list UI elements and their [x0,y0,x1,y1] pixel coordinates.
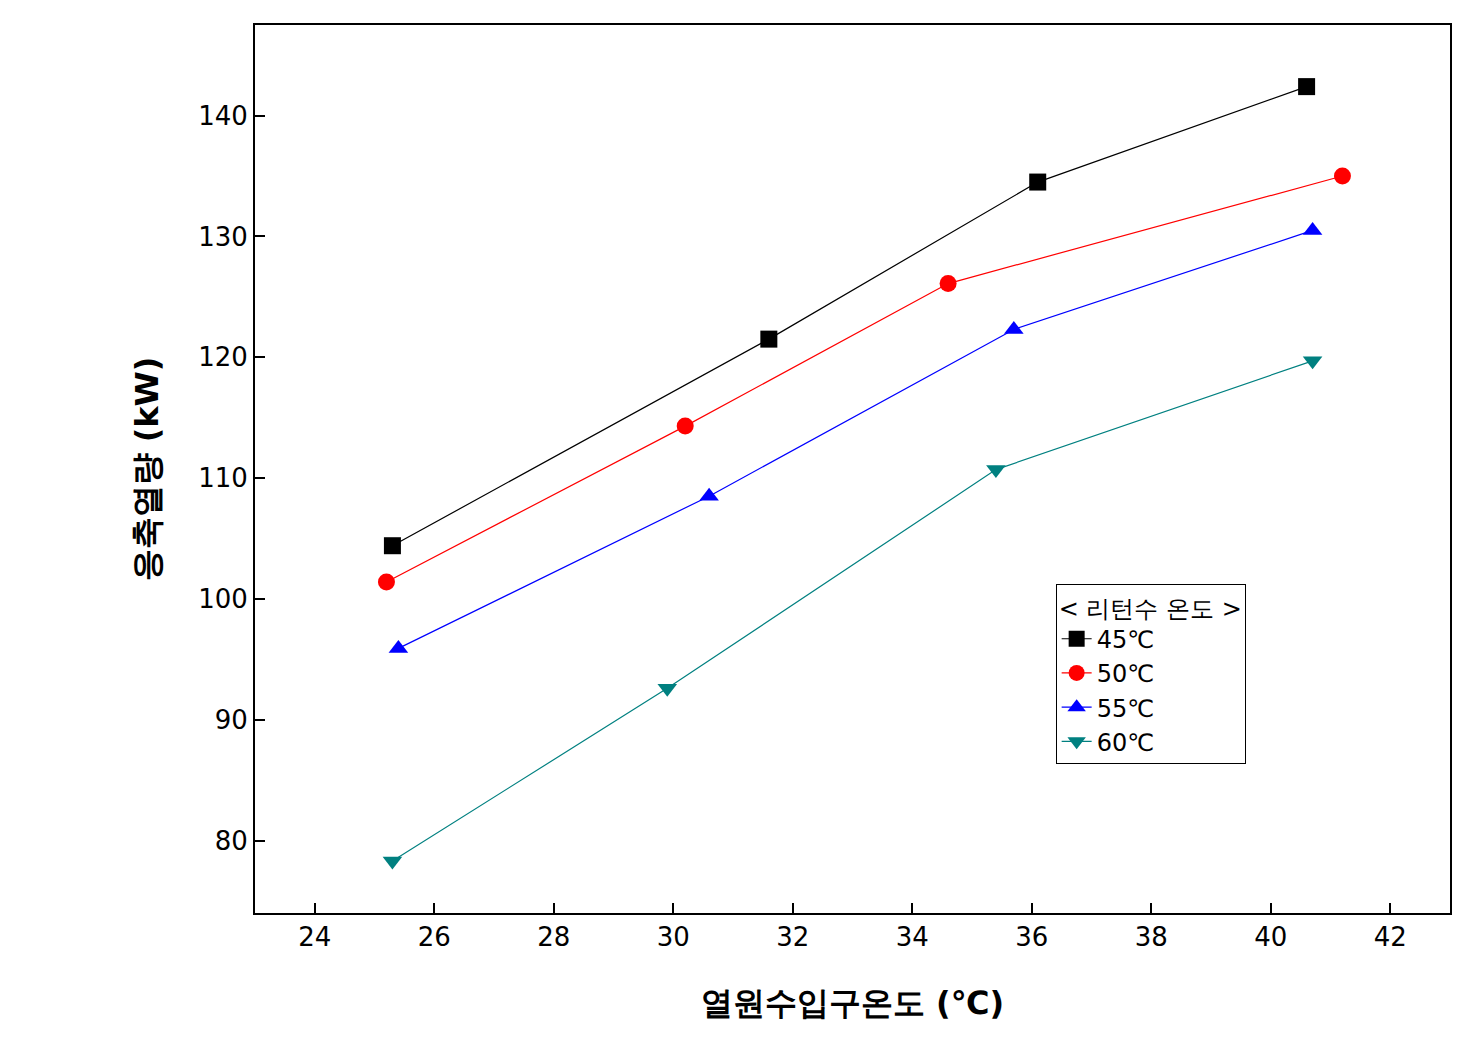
svg-text:50℃: 50℃ [1097,660,1155,688]
svg-text:120: 120 [198,342,248,372]
svg-text:140: 140 [198,101,248,131]
svg-text:130: 130 [198,222,248,252]
svg-text:38: 38 [1135,922,1168,952]
svg-text:80: 80 [215,826,248,856]
svg-text:30: 30 [657,922,690,952]
svg-text:100: 100 [198,584,248,614]
svg-text:90: 90 [215,705,248,735]
svg-text:32: 32 [776,922,809,952]
svg-text:응축열량 (kW): 응축열량 (kW) [128,357,166,582]
svg-text:24: 24 [298,922,331,952]
svg-text:45℃: 45℃ [1097,626,1155,654]
svg-text:열원수입구온도 (℃): 열원수입구온도 (℃) [701,984,1004,1022]
svg-text:110: 110 [198,463,248,493]
svg-text:55℃: 55℃ [1097,695,1155,723]
svg-text:60℃: 60℃ [1097,729,1155,757]
svg-text:< 리턴수 온도 >: < 리턴수 온도 > [1059,595,1242,623]
svg-text:36: 36 [1015,922,1048,952]
svg-text:28: 28 [537,922,570,952]
svg-text:26: 26 [418,922,451,952]
svg-text:40: 40 [1254,922,1287,952]
svg-text:34: 34 [896,922,929,952]
svg-text:42: 42 [1374,922,1407,952]
